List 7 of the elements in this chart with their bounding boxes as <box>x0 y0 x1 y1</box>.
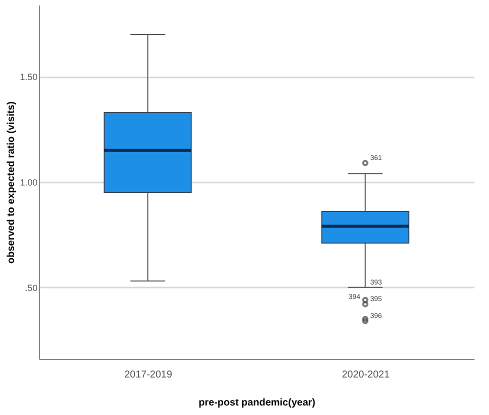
y-axis-title: observed to expected ratio (visits) <box>6 101 17 264</box>
x-axis-title: pre-post pandemic(year) <box>198 398 316 408</box>
y-tick-label: 1.00 <box>20 178 38 188</box>
y-tick-label: 1.50 <box>20 72 38 82</box>
x-tick-label: 2020-2021 <box>342 370 390 380</box>
x-tick-label: 2017-2019 <box>124 370 173 380</box>
y-tick-label: .50 <box>24 282 38 293</box>
